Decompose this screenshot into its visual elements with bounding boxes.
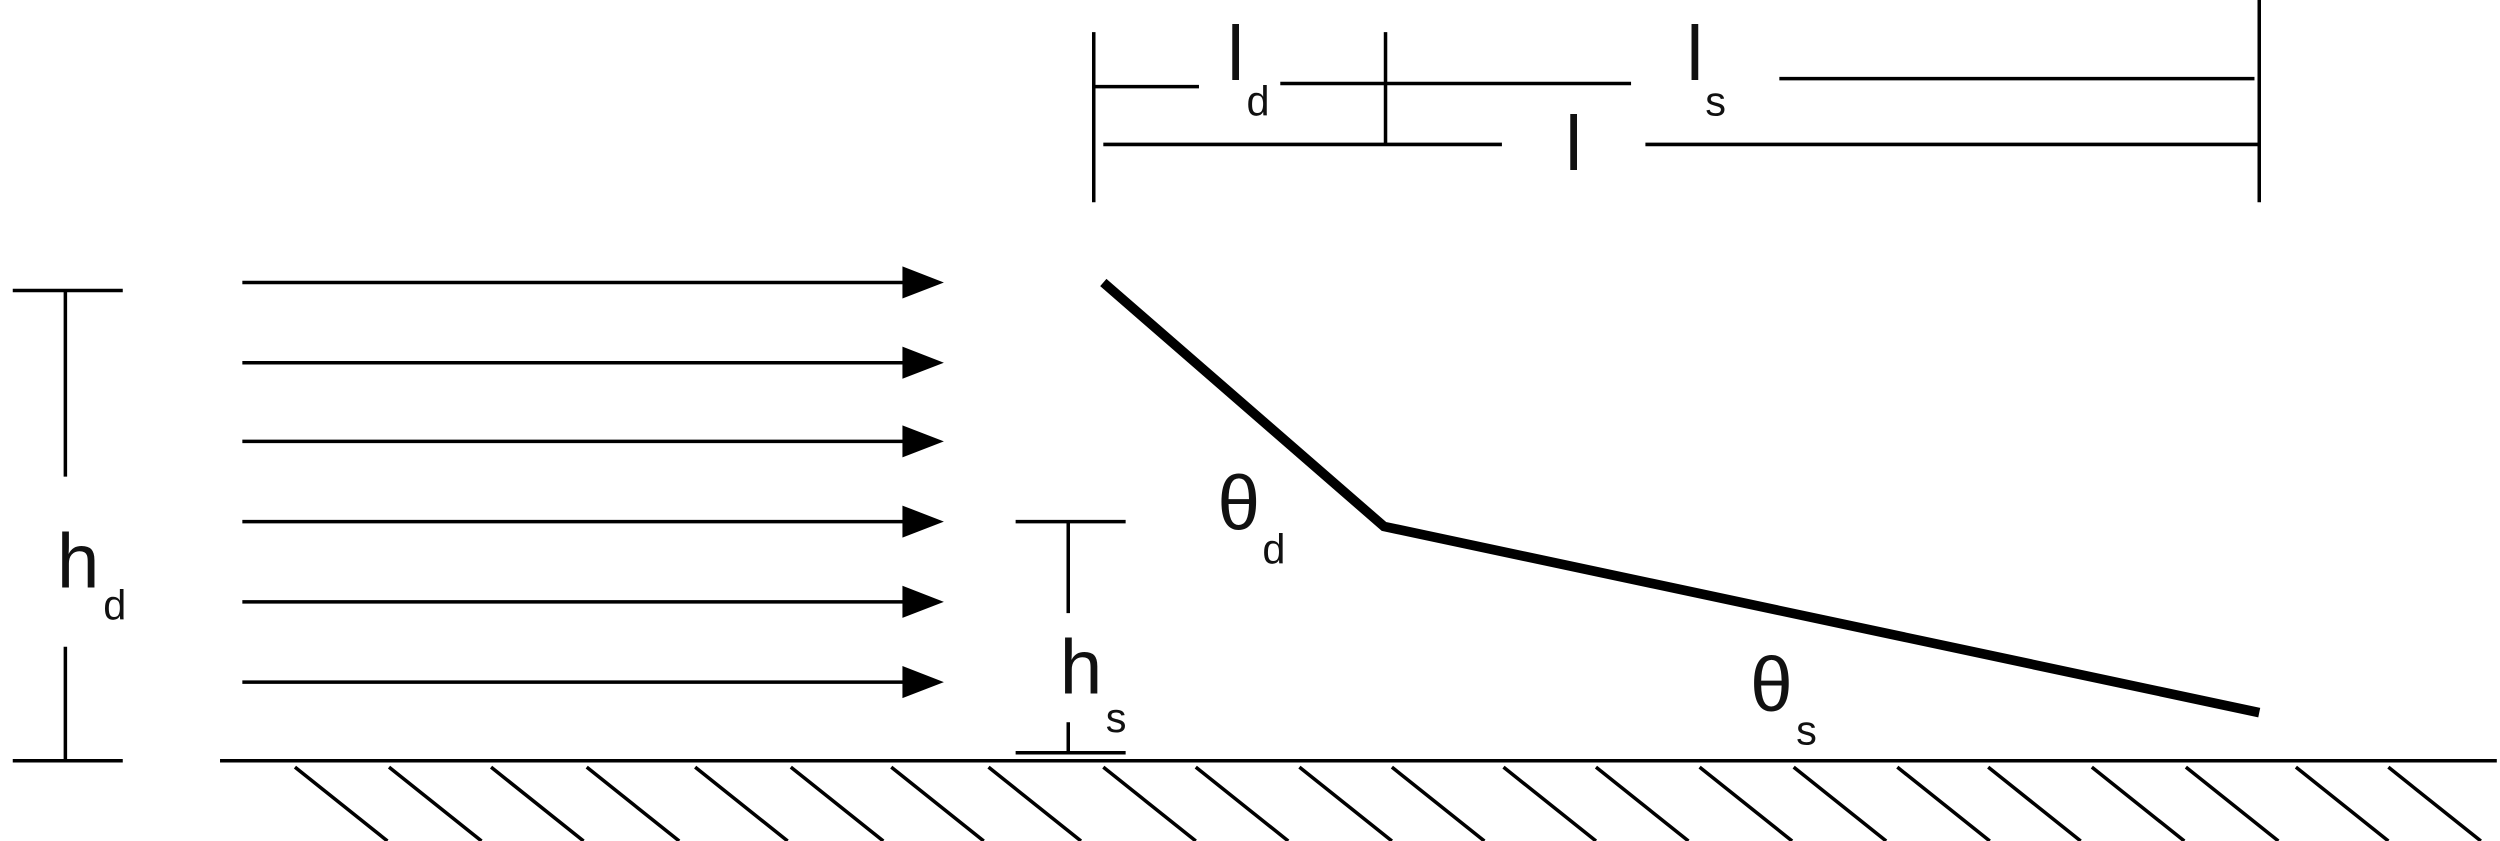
- flow-arrows: [242, 266, 944, 699]
- label-theta-d: θ: [1218, 460, 1261, 546]
- hatch-line: [489, 765, 585, 841]
- hatch-line: [1594, 765, 1690, 841]
- hatch-line: [2090, 765, 2186, 841]
- hatch-line: [1792, 765, 1888, 841]
- hatch-line: [585, 765, 681, 841]
- hatch-line: [890, 765, 985, 841]
- arrow-head: [902, 666, 944, 699]
- hatch-line: [2294, 765, 2390, 841]
- arrow-head: [902, 346, 944, 379]
- hatch-line: [1987, 765, 2082, 841]
- hatch-line: [1502, 765, 1598, 841]
- label-ls: l: [1686, 11, 1703, 97]
- label-hd: h: [57, 518, 100, 604]
- hs-dimension: [1015, 519, 1126, 755]
- ground-hatching: [293, 765, 2482, 841]
- hatch-line: [694, 765, 789, 841]
- label-theta-s-sub: s: [1796, 707, 1817, 754]
- hatch-line: [789, 765, 885, 841]
- arrow-head: [902, 505, 944, 538]
- hatch-line: [1390, 765, 1486, 841]
- hatch-line: [2387, 765, 2482, 841]
- hatch-line: [1698, 765, 1794, 841]
- arrow-head: [902, 425, 944, 458]
- hatch-line: [1194, 765, 1290, 841]
- hatch-line: [387, 765, 483, 841]
- label-l: l: [1565, 101, 1582, 187]
- hd-dimension: [12, 288, 123, 763]
- arrow-head: [902, 266, 944, 299]
- arrow-head: [902, 585, 944, 618]
- hatch-line: [1298, 765, 1393, 841]
- label-hs: h: [1060, 624, 1103, 710]
- hatch-line: [987, 765, 1083, 841]
- label-hs-sub: s: [1106, 694, 1127, 741]
- label-ld: l: [1227, 11, 1244, 97]
- label-ls-sub: s: [1705, 77, 1726, 124]
- label-theta-s: θ: [1750, 642, 1793, 728]
- ramp: [1100, 278, 2261, 718]
- label-theta-d-sub: d: [1262, 525, 1285, 572]
- hatch-line: [1102, 765, 1197, 841]
- hatch-line: [1896, 765, 1991, 841]
- label-ld-sub: d: [1246, 77, 1269, 124]
- hatch-line: [293, 765, 389, 841]
- hatch-line: [2184, 765, 2280, 841]
- dimension-lines: [1091, 0, 2262, 203]
- label-hd-sub: d: [103, 581, 126, 628]
